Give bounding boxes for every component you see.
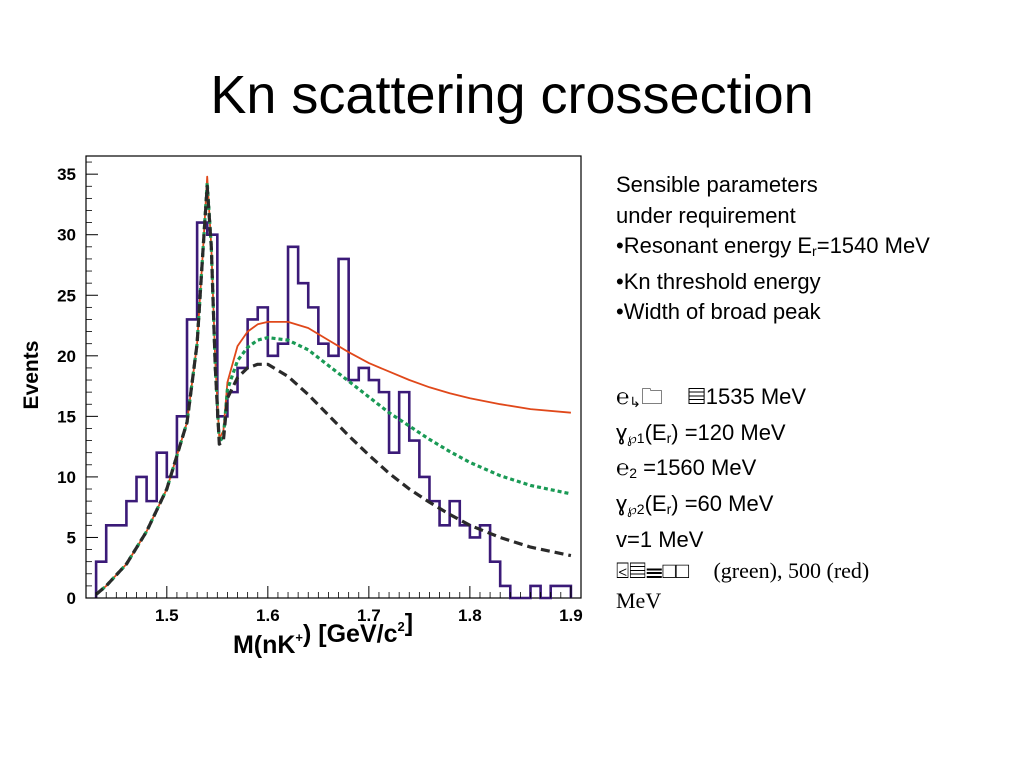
- x-axis-label-superscript: 2: [398, 619, 405, 634]
- box-icon: ▤: [687, 384, 706, 409]
- histogram-bin: [359, 368, 369, 598]
- histogram-bin: [480, 525, 490, 598]
- bullet-sub: r: [812, 243, 817, 259]
- param-line-7: MeV: [616, 588, 662, 614]
- param-line-6: ⍃▤☰□□ (green), 500 (red): [616, 556, 869, 587]
- symbol-sub: ℘2: [627, 501, 645, 518]
- notes-bullet-width: •Width of broad peak: [616, 299, 821, 324]
- x-axis-label-part: ) [GeV/c: [303, 620, 398, 648]
- symbol-sub: 2: [629, 465, 637, 482]
- histogram-bin: [551, 586, 561, 598]
- model-curve-0: [95, 175, 571, 596]
- histogram-bin: [490, 562, 500, 598]
- param-text: (E: [644, 419, 667, 445]
- y-tick-label: 35: [57, 165, 76, 184]
- histogram-bin: [530, 586, 540, 598]
- y-tick-label: 5: [67, 528, 76, 547]
- param-value: 1535 MeV: [705, 384, 807, 409]
- scattering-chart: 0 5 10 15 20 25 30 35 1.5 1.6 1.7 1.8 1.9 Events M(nK+…: [20, 155, 583, 659]
- symbol-glyph: ɣ: [616, 491, 628, 517]
- histogram-bin: [248, 319, 258, 598]
- histogram-bin: [227, 392, 237, 598]
- histogram-bin: [308, 307, 318, 598]
- histogram-bin: [349, 380, 359, 598]
- notes-bullet-threshold: •Kn threshold energy: [616, 268, 821, 294]
- y-tick-label: 15: [57, 407, 76, 426]
- param-line-1: ℮↳🗀 ▤1535 MeV: [616, 382, 869, 418]
- model-curve-2: [95, 184, 572, 596]
- parameter-block: ℮↳🗀 ▤1535 MeV ɣ℘1(Er) =120 MeV ℮2 =1560 …: [616, 382, 869, 617]
- notes-line-2: under requirement: [616, 202, 796, 228]
- param-line-2: ɣ℘1(Er) =120 MeV: [616, 418, 869, 454]
- x-axis-label-part: M(nK: [233, 631, 295, 659]
- param-line-3: ℮2 =1560 MeV: [616, 453, 869, 489]
- histogram-bin: [258, 307, 268, 598]
- histogram-outline: [94, 221, 573, 600]
- y-axis-label: Events: [20, 341, 43, 410]
- histogram-bin: [379, 392, 389, 598]
- x-tick-label: 1.8: [458, 606, 482, 625]
- model-curve-1: [95, 180, 572, 596]
- symbol-glyph: ɣ: [616, 419, 628, 445]
- x-tick-label: 1.7: [357, 606, 381, 625]
- histogram-bin: [278, 344, 288, 598]
- histogram-bin: [328, 356, 338, 598]
- histogram-bin: [369, 380, 379, 598]
- histogram-bin: [288, 247, 298, 598]
- histogram-bin: [409, 441, 419, 598]
- symbol-sub: r: [666, 501, 672, 518]
- histogram-bin: [268, 356, 278, 598]
- histogram-bin: [167, 477, 177, 598]
- x-axis-label-part: ]: [405, 609, 413, 637]
- x-tick-label: 1.9: [559, 606, 583, 625]
- histogram-bin: [429, 501, 439, 598]
- param-value: ) =60 MeV: [671, 491, 774, 517]
- y-tick-label: 20: [57, 347, 76, 366]
- histogram-bin: [561, 586, 571, 598]
- x-axis-label-superscript: +: [295, 630, 303, 645]
- x-axis-label: M(nK+) [GeV/c2]: [233, 609, 413, 659]
- symbol-glyph: ℮: [616, 455, 630, 481]
- symbol-sub: ℘1: [627, 429, 645, 446]
- notes-bullet-resonant-energy: •Resonant energy Er=1540 MeV: [616, 231, 930, 267]
- histogram-bin: [238, 368, 248, 598]
- histogram-bin: [318, 344, 328, 598]
- symbol-sub: ↳: [629, 394, 641, 410]
- y-tick-label: 30: [57, 226, 76, 245]
- param-value: ) =120 MeV: [671, 419, 786, 445]
- histogram-bin: [470, 537, 480, 598]
- param-line-5: v=1 MeV: [616, 526, 704, 552]
- param-text: (green), 500 (red): [713, 557, 870, 583]
- notes-block: Sensible parameters under requirement •R…: [616, 170, 930, 328]
- histogram-bin: [106, 525, 116, 598]
- param-text: (E: [644, 491, 667, 517]
- histogram-bin: [116, 525, 126, 598]
- folder-glyph: 🗀: [640, 384, 663, 409]
- histogram-bin: [157, 453, 167, 598]
- box-icon: ▤☰□□: [629, 557, 690, 583]
- y-tick-label: 25: [57, 286, 76, 305]
- x-tick-label: 1.5: [155, 606, 179, 625]
- y-tick-label: 0: [67, 589, 76, 608]
- x-tick-label: 1.6: [256, 606, 280, 625]
- histogram-bin: [389, 453, 399, 598]
- param-line-4: ɣ℘2(Er) =60 MeV: [616, 489, 869, 525]
- bullet-value: =1540 MeV: [816, 233, 930, 258]
- histogram-bin: [399, 392, 409, 598]
- y-tick-label: 10: [57, 468, 76, 487]
- histogram-bin: [440, 525, 450, 598]
- plot-frame: [85, 155, 582, 599]
- histogram-bin: [460, 525, 470, 598]
- histogram-group: [94, 221, 573, 600]
- histogram-bin: [500, 586, 510, 598]
- symbol-glyph: ℮: [616, 384, 630, 409]
- notes-line-1: Sensible parameters: [616, 172, 818, 197]
- param-value: =1560 MeV: [637, 455, 757, 481]
- histogram-bin: [298, 283, 308, 598]
- bullet-text: •Resonant energy E: [616, 233, 813, 258]
- slide-title: Kn scattering crossection: [210, 65, 814, 125]
- symbol-glyph: ⍃: [616, 557, 630, 583]
- symbol-sub: r: [666, 429, 672, 446]
